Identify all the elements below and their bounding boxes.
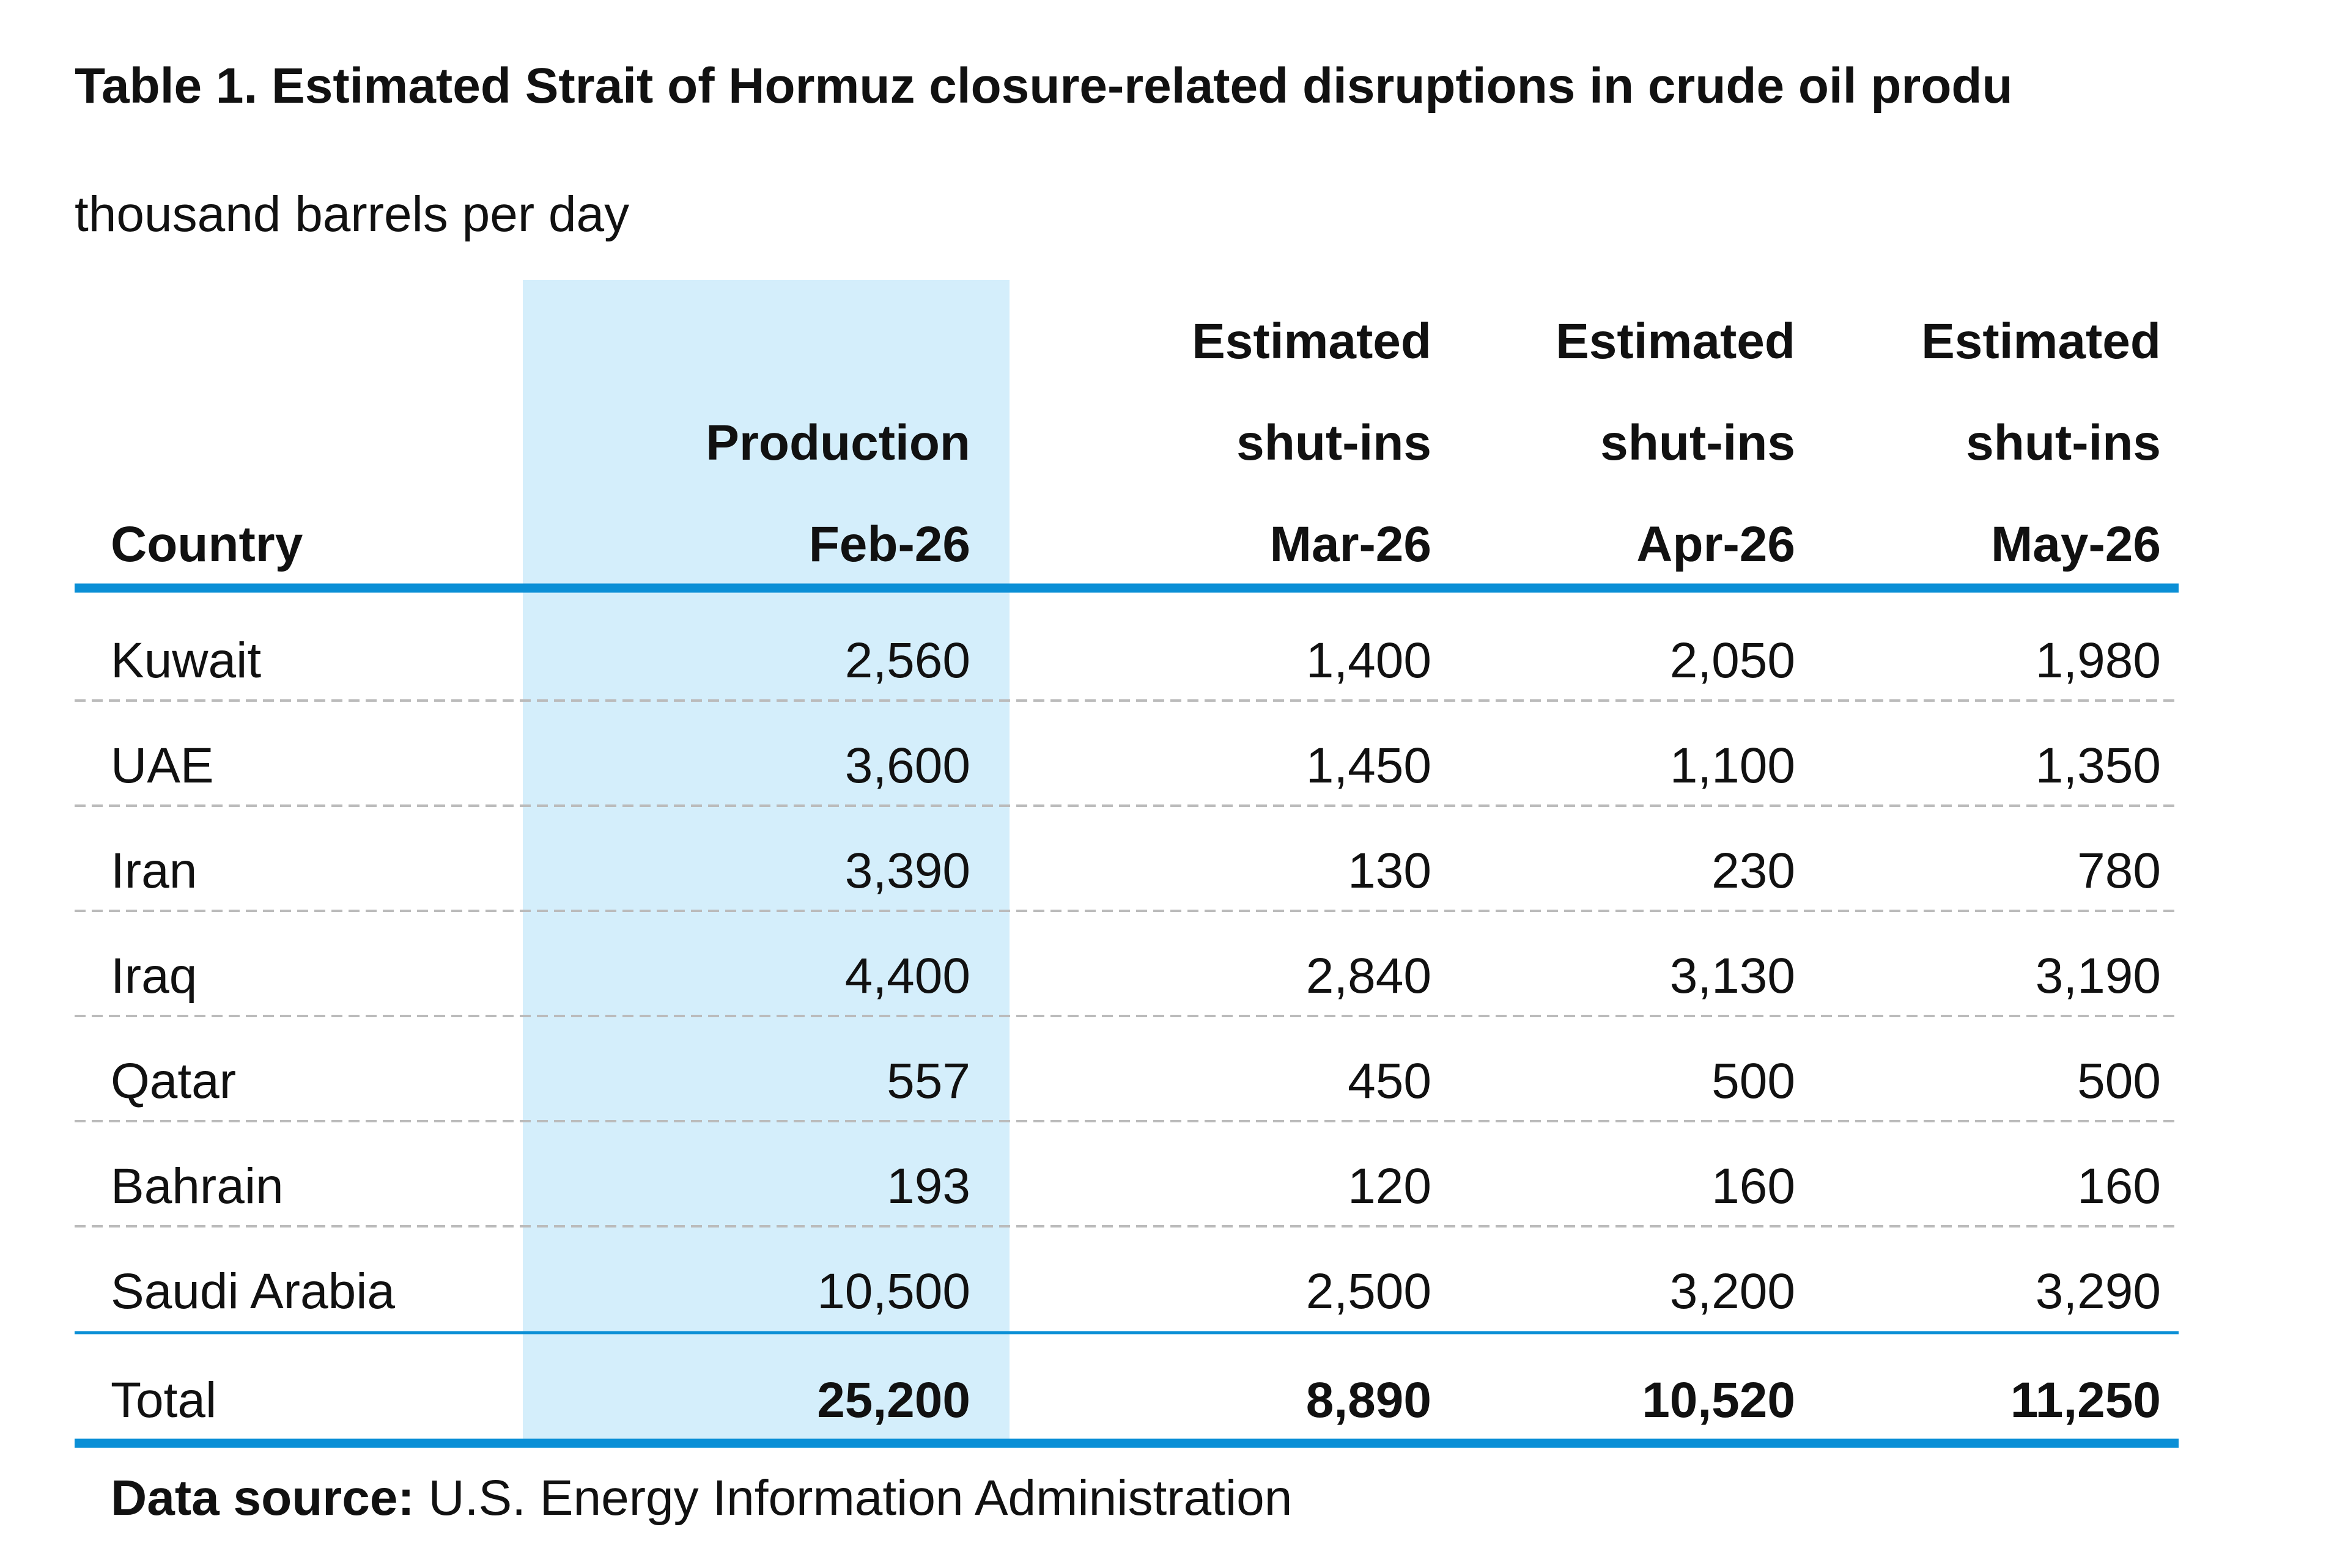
total-value: 11,250 [2010, 1372, 2161, 1428]
cell-value: 1,350 [2036, 738, 2161, 793]
row-label: Kuwait [111, 633, 261, 688]
column-header: shut-ins [1600, 415, 1795, 471]
cell-value: 130 [1348, 843, 1431, 899]
total-label: Total [111, 1372, 216, 1428]
cell-value: 2,500 [1306, 1264, 1431, 1319]
column-header: May-26 [1991, 517, 2161, 572]
cell-value: 3,130 [1670, 948, 1795, 1004]
cell-value: 2,050 [1670, 633, 1795, 688]
column-header: Production [706, 415, 970, 471]
total-value: 8,890 [1306, 1372, 1431, 1428]
cell-value: 1,100 [1670, 738, 1795, 793]
cell-value: 3,390 [845, 843, 970, 899]
source-label: Data source: [111, 1470, 415, 1526]
column-header: Country [111, 517, 303, 572]
cell-value: 3,600 [845, 738, 970, 793]
column-header: Feb-26 [809, 517, 970, 572]
column-header: Estimated [1556, 314, 1795, 369]
cell-value: 1,450 [1306, 738, 1431, 793]
column-header: Estimated [1921, 314, 2161, 369]
cell-value: 3,290 [2036, 1264, 2161, 1319]
cell-value: 1,400 [1306, 633, 1431, 688]
table-subtitle: thousand barrels per day [75, 186, 629, 242]
column-header: Estimated [1192, 314, 1431, 369]
cell-value: 500 [1711, 1053, 1795, 1109]
cell-value: 230 [1711, 843, 1795, 899]
row-label: UAE [111, 738, 214, 793]
cell-value: 160 [2077, 1158, 2161, 1214]
cell-value: 10,500 [817, 1264, 970, 1319]
row-label: Iran [111, 843, 197, 899]
highlight-column [523, 280, 1010, 1440]
row-label: Qatar [111, 1053, 236, 1109]
table-title: Table 1. Estimated Strait of Hormuz clos… [75, 58, 2013, 114]
cell-value: 3,200 [1670, 1264, 1795, 1319]
cell-value: 4,400 [845, 948, 970, 1004]
row-label: Bahrain [111, 1158, 284, 1214]
cell-value: 3,190 [2036, 948, 2161, 1004]
column-header: Apr-26 [1636, 517, 1795, 572]
cell-value: 1,980 [2036, 633, 2161, 688]
cell-value: 2,560 [845, 633, 970, 688]
source-note: Data source: U.S. Energy Information Adm… [111, 1470, 1292, 1526]
cell-value: 780 [2077, 843, 2161, 899]
column-header: shut-ins [1966, 415, 2161, 471]
cell-value: 193 [887, 1158, 970, 1214]
source-text: U.S. Energy Information Administration [429, 1470, 1293, 1526]
cell-value: 500 [2077, 1053, 2161, 1109]
cell-value: 557 [887, 1053, 970, 1109]
total-value: 10,520 [1642, 1372, 1795, 1428]
cell-value: 2,840 [1306, 948, 1431, 1004]
column-header: Mar-26 [1270, 517, 1431, 572]
cell-value: 160 [1711, 1158, 1795, 1214]
cell-value: 450 [1348, 1053, 1431, 1109]
row-label: Iraq [111, 948, 197, 1004]
column-header: shut-ins [1236, 415, 1431, 471]
row-label: Saudi Arabia [111, 1264, 395, 1319]
total-value: 25,200 [817, 1372, 970, 1428]
cell-value: 120 [1348, 1158, 1431, 1214]
